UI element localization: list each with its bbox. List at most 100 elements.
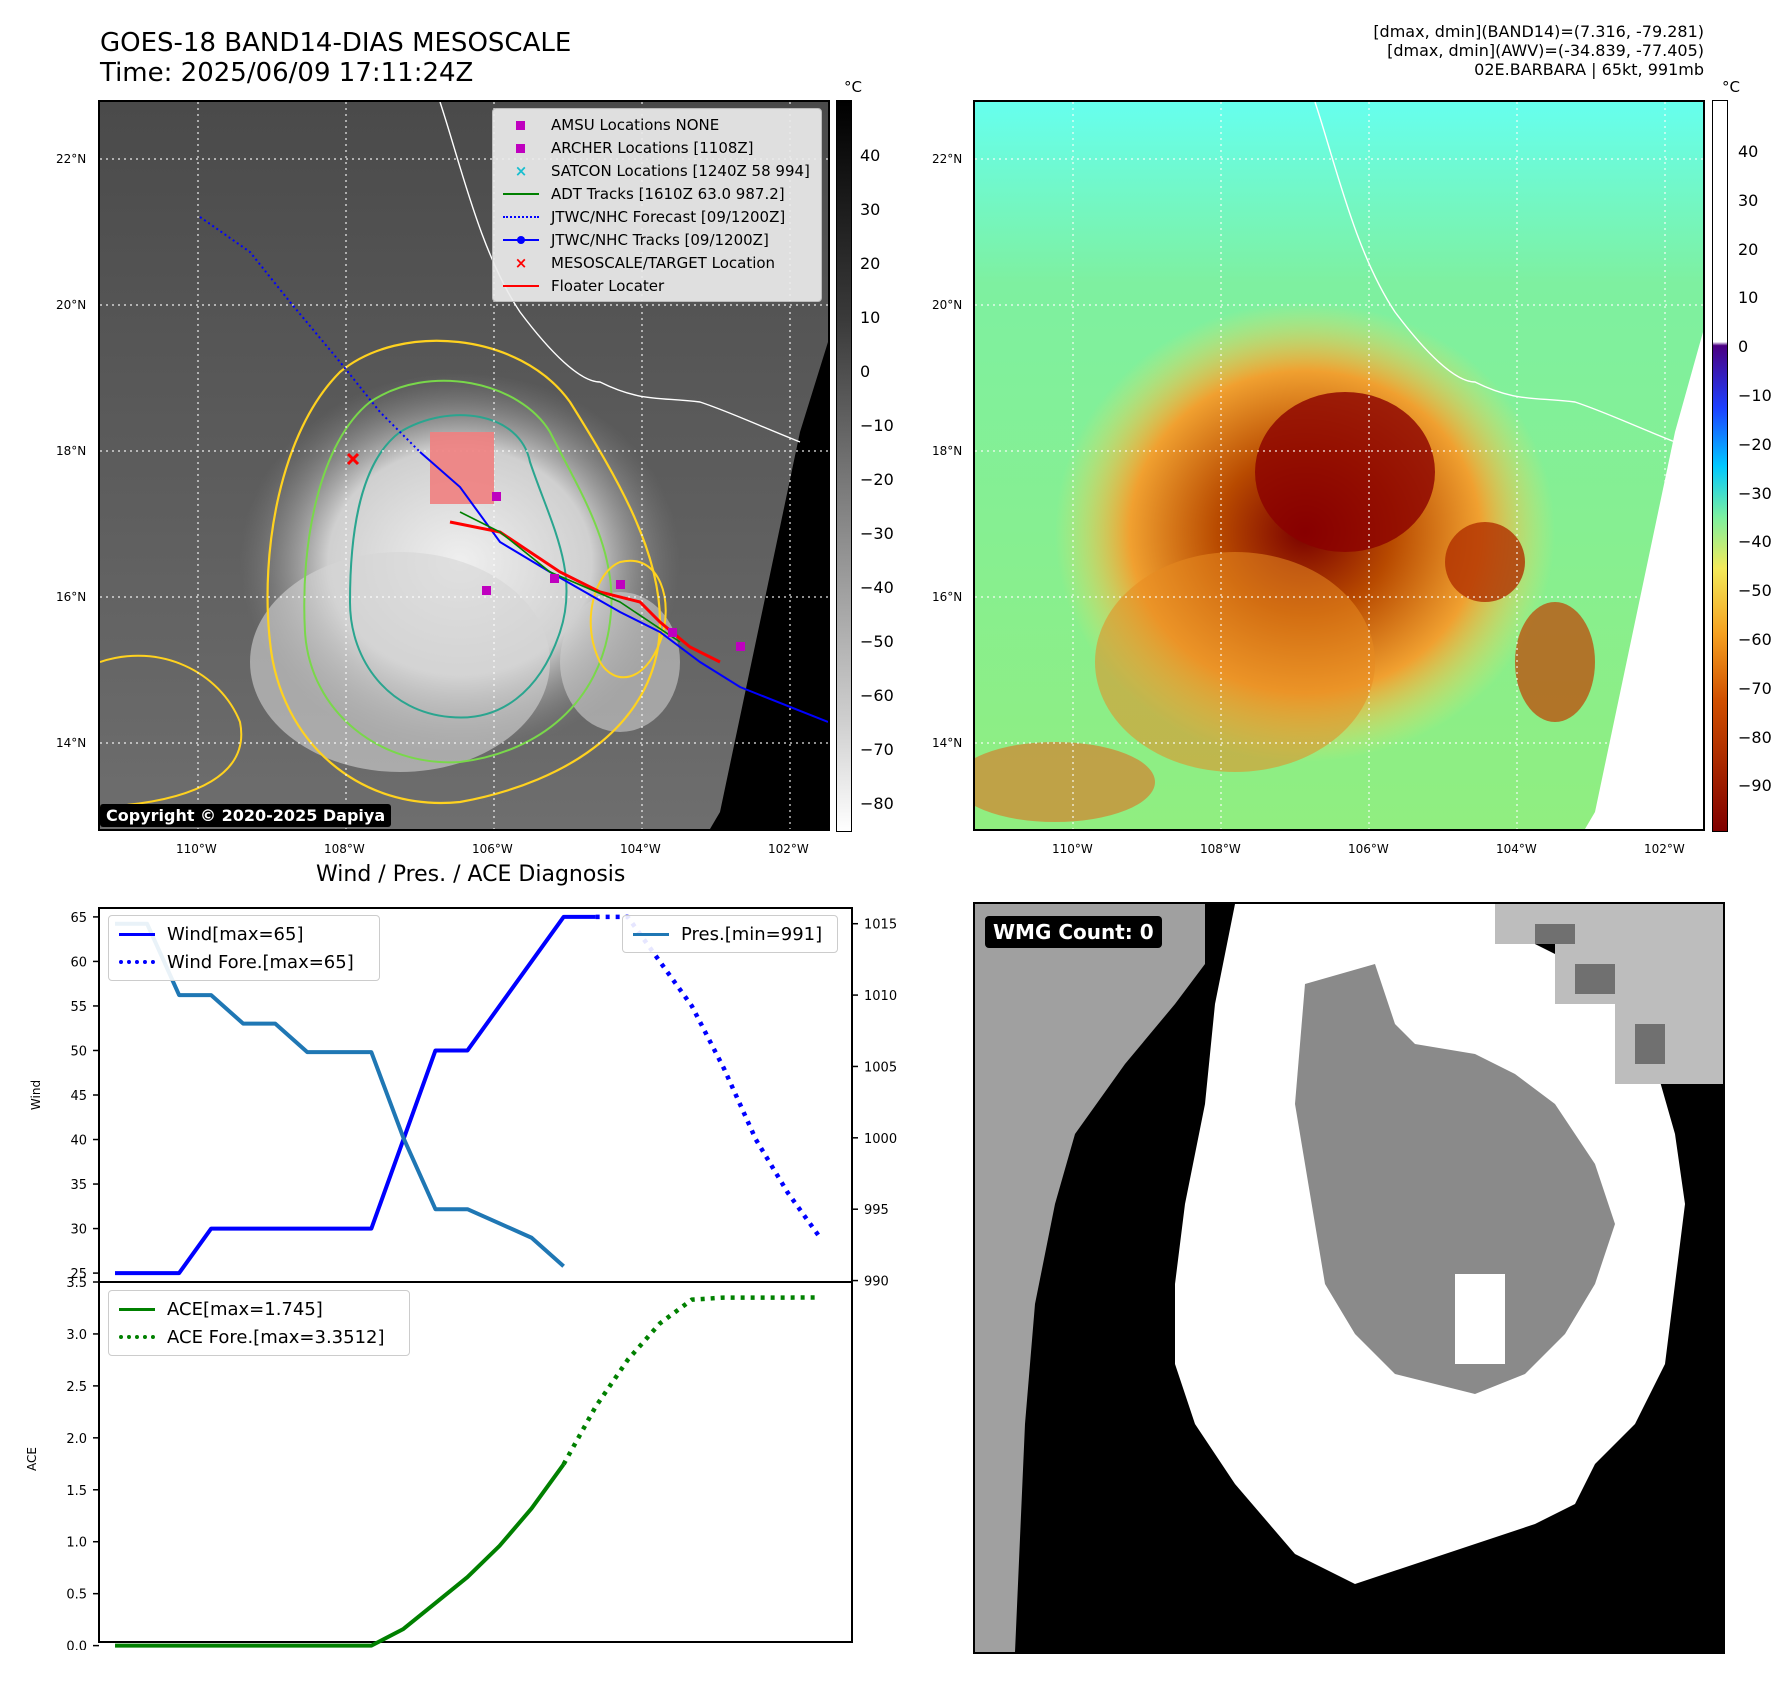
wind-forecast-line (595, 914, 822, 1239)
figure-title: GOES-18 BAND14-DIAS MESOSCALE Time: 2025… (100, 28, 571, 88)
y-tick-label: 55 (70, 1000, 87, 1015)
awv-colorbar (1712, 100, 1728, 832)
dotted-line-icon (117, 954, 157, 970)
legend-item-forecast: JTWC/NHC Forecast [09/1200Z] (501, 205, 813, 228)
y-tick-label: 65 (70, 911, 87, 926)
lat-label: 18°N (56, 444, 87, 458)
colorbar-tick-label: −60 (860, 686, 894, 705)
legend-item-ace: ACE[max=1.745] (117, 1295, 401, 1323)
y-tick-label: 3.0 (66, 1328, 87, 1343)
line-icon (501, 278, 541, 294)
colorbar-tick-label: 0 (1738, 337, 1749, 357)
title-line2: Time: 2025/06/09 17:11:24Z (100, 58, 474, 88)
colorbar-tick-label: −10 (860, 416, 894, 435)
legend-label: JTWC/NHC Forecast [09/1200Z] (551, 207, 786, 226)
line-icon (631, 926, 671, 942)
dotted-line-icon (501, 209, 541, 225)
legend-item-tracks: JTWC/NHC Tracks [09/1200Z] (501, 228, 813, 251)
lon-label: 104°W (620, 842, 661, 856)
x-marker-icon: × (514, 253, 528, 272)
y-tick-label: 60 (70, 955, 87, 970)
legend-label: ADT Tracks [1610Z 63.0 987.2] (551, 184, 785, 203)
y-tick-label: 30 (70, 1223, 87, 1238)
y2-tick-label: 1010 (864, 989, 897, 1004)
colorbar-unit: °C (1722, 78, 1740, 96)
legend-item-satcon: × SATCON Locations [1240Z 58 994] (501, 159, 813, 182)
y-tick-label: 3.5 (66, 1276, 87, 1291)
lon-label: 110°W (176, 842, 217, 856)
legend-item-pressure: Pres.[min=991] (631, 920, 829, 948)
colorbar-tick-label: −30 (860, 524, 894, 543)
colorbar-tick-label: −70 (1738, 678, 1772, 698)
y-tick-label: 2.5 (66, 1380, 87, 1395)
lat-label: 20°N (56, 298, 87, 312)
colorbar-tick-label: −10 (1738, 386, 1772, 405)
colorbar-tick-label: −70 (860, 740, 894, 759)
colorbar-tick-label: 30 (860, 200, 881, 219)
wind-axis-label: Wind (29, 1080, 43, 1110)
colorbar-tick-label: 10 (1738, 288, 1759, 308)
lat-label: 22°N (56, 152, 87, 166)
dotted-line-icon (117, 1329, 157, 1345)
legend-label: Wind Fore.[max=65] (167, 951, 354, 973)
awv-map-panel (973, 100, 1705, 831)
y-tick-label: 2.0 (66, 1432, 87, 1447)
y2-tick-label: 1000 (864, 1132, 897, 1147)
colorbar-tick-label: 0 (860, 362, 871, 381)
lat-label: 16°N (932, 590, 963, 604)
y-tick-label: 0.5 (66, 1588, 87, 1603)
y-tick-label: 35 (70, 1178, 87, 1193)
line-icon (501, 186, 541, 202)
pressure-line (115, 921, 565, 1268)
y2-tick-label: 1015 (864, 918, 897, 933)
line-icon (117, 1301, 157, 1317)
legend-item-amsu: AMSU Locations NONE (501, 113, 813, 136)
ace-line (115, 1463, 566, 1648)
info-block: [dmax, dmin](BAND14)=(7.316, -79.281) [d… (1373, 22, 1704, 79)
lat-label: 14°N (56, 736, 87, 750)
wind-line (115, 914, 596, 1276)
legend-label: MESOSCALE/TARGET Location (551, 253, 776, 272)
wind-legend: Wind[max=65] Wind Fore.[max=65] (108, 915, 380, 981)
ace-plot-frame (98, 1281, 853, 1643)
lon-label: 106°W (472, 842, 513, 856)
map-legend: AMSU Locations NONE ARCHER Locations [11… (492, 108, 822, 302)
legend-label: Wind[max=65] (167, 923, 304, 945)
diagnosis-chart: 65 60 55 50 45 40 35 30 25 1015 1010 1005 1000 995 990… (25, 907, 897, 1650)
colorbar-tick-label: −90 (1738, 776, 1772, 796)
legend-label: Pres.[min=991] (681, 923, 823, 945)
legend-label: Floater Locater (551, 276, 665, 295)
lat-label: 22°N (932, 152, 963, 166)
colorbar-unit: °C (844, 78, 862, 96)
y-tick-label: 40 (70, 1134, 87, 1149)
legend-label: ACE[max=1.745] (167, 1298, 323, 1320)
ace-forecast-line (561, 1295, 820, 1466)
colorbar-tick-label: −50 (1738, 581, 1772, 601)
legend-label: SATCON Locations [1240Z 58 994] (551, 161, 810, 180)
info-line3: 02E.BARBARA | 65kt, 991mb (1474, 60, 1704, 79)
y2-tick-label: 995 (864, 1203, 889, 1218)
legend-label: AMSU Locations NONE (551, 115, 720, 134)
lat-label: 18°N (932, 444, 963, 458)
colorbar-tick-label: −50 (860, 632, 894, 651)
colorbar-tick-label: −40 (1738, 532, 1772, 552)
lat-label: 16°N (56, 590, 87, 604)
y2-tick-label: 990 (864, 1275, 889, 1290)
colorbar-tick-label: 40 (860, 146, 881, 165)
legend-item-ace-forecast: ACE Fore.[max=3.3512] (117, 1323, 401, 1351)
colorbar-tick-label: 10 (860, 308, 881, 327)
y-tick-label: 25 (70, 1267, 87, 1282)
chart-title: Wind / Pres. / ACE Diagnosis (316, 862, 626, 887)
legend-item-wind: Wind[max=65] (117, 920, 371, 948)
y-tick-label: 1.0 (66, 1536, 87, 1551)
colorbar-tick-label: −30 (1738, 483, 1772, 503)
legend-label: JTWC/NHC Tracks [09/1200Z] (551, 230, 769, 249)
square-marker-icon (501, 140, 541, 156)
legend-item-wind-forecast: Wind Fore.[max=65] (117, 948, 371, 976)
y-tick-label: 45 (70, 1089, 87, 1104)
legend-item-adt: ADT Tracks [1610Z 63.0 987.2] (501, 182, 813, 205)
title-line1: GOES-18 BAND14-DIAS MESOSCALE (100, 28, 572, 58)
legend-item-archer: ARCHER Locations [1108Z] (501, 136, 813, 159)
copyright-badge: Copyright © 2020-2025 Dapiya (100, 804, 392, 827)
colorbar-tick-label: −20 (1738, 434, 1772, 454)
